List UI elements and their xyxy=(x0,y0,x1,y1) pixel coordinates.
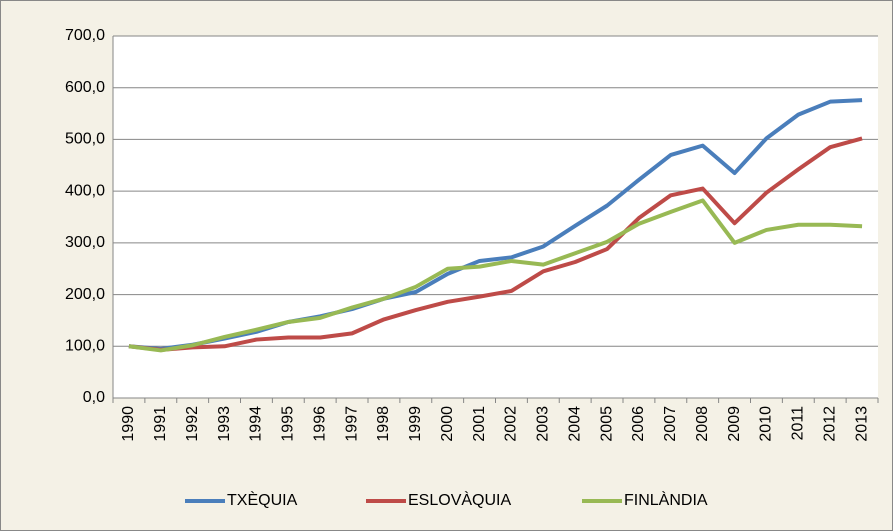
legend-label: ESLOVÀQUIA xyxy=(408,490,511,509)
legend-label: FINLÀNDIA xyxy=(624,490,708,509)
x-tick-label: 2003 xyxy=(535,406,552,442)
x-tick-label: 2002 xyxy=(503,406,520,442)
x-tick-label: 1995 xyxy=(280,406,297,442)
x-tick-label: 1990 xyxy=(120,406,137,442)
y-tick-label: 400,0 xyxy=(65,182,105,199)
x-tick-label: 2011 xyxy=(790,406,807,441)
y-tick-label: 700,0 xyxy=(65,27,105,44)
x-tick-label: 2001 xyxy=(471,406,488,442)
y-tick-label: 200,0 xyxy=(65,286,105,303)
x-tick-label: 2010 xyxy=(758,406,775,442)
x-tick-label: 2007 xyxy=(662,406,679,442)
x-tick-label: 2009 xyxy=(726,406,743,442)
x-tick-label: 2012 xyxy=(821,406,838,442)
x-tick-label: 2004 xyxy=(566,406,583,442)
x-tick-label: 2006 xyxy=(630,406,647,442)
x-tick-label: 1996 xyxy=(311,406,328,442)
x-tick-label: 1998 xyxy=(375,406,392,442)
series-line xyxy=(128,136,863,352)
y-tick-label: 600,0 xyxy=(65,79,105,96)
legend-label: TXÈQUIA xyxy=(227,490,298,509)
x-tick-label: 1991 xyxy=(152,406,169,442)
series-line xyxy=(128,198,863,353)
y-tick-label: 300,0 xyxy=(65,234,105,251)
plot-area xyxy=(113,36,878,398)
x-tick-label: 1997 xyxy=(343,406,360,442)
x-tick-label: 2000 xyxy=(439,406,456,442)
x-tick-label: 2005 xyxy=(598,406,615,442)
y-tick-label: 100,0 xyxy=(65,338,105,355)
x-tick-label: 1999 xyxy=(407,406,424,442)
y-tick-label: 0,0 xyxy=(83,389,105,406)
x-tick-label: 1992 xyxy=(184,406,201,442)
x-tick-label: 1994 xyxy=(248,406,265,442)
x-tick-label: 1993 xyxy=(216,406,233,442)
y-tick-label: 500,0 xyxy=(65,131,105,148)
x-tick-label: 2013 xyxy=(853,406,870,442)
x-tick-label: 2008 xyxy=(694,406,711,442)
